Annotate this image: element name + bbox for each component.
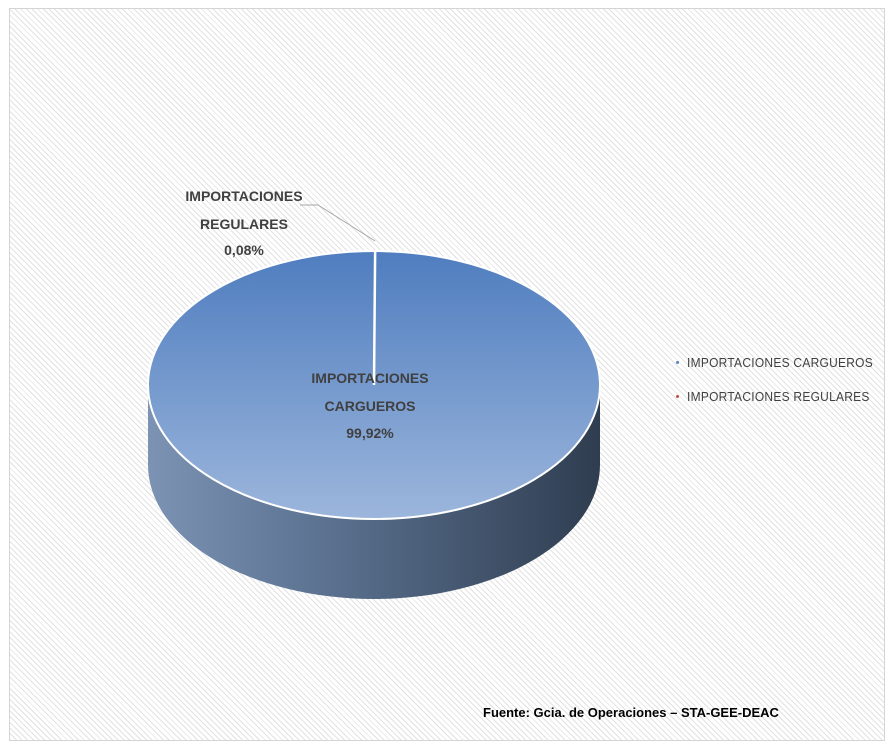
legend-item-cargueros[interactable]: IMPORTACIONES CARGUEROS (676, 350, 889, 374)
legend-label-regulares: IMPORTACIONES REGULARES (687, 388, 870, 404)
legend-swatch-regulares (676, 394, 679, 398)
pie-side-wall (148, 385, 600, 599)
data-label-regulares-line2: REGULARES (200, 216, 288, 232)
legend: IMPORTACIONES CARGUEROS IMPORTACIONES RE… (676, 350, 889, 418)
data-label-regulares-line1: IMPORTACIONES (185, 188, 302, 204)
legend-swatch-cargueros (676, 360, 679, 364)
leader-line (300, 204, 376, 242)
data-label-cargueros-line2: CARGUEROS (324, 398, 415, 414)
pie-slice-regulares (372, 250, 377, 386)
legend-item-regulares[interactable]: IMPORTACIONES REGULARES (676, 384, 889, 408)
source-note: Fuente: Gcia. de Operaciones – STA-GEE-D… (483, 705, 779, 720)
legend-label-cargueros: IMPORTACIONES CARGUEROS (687, 354, 873, 370)
data-label-cargueros-line1: IMPORTACIONES (311, 370, 428, 386)
data-label-cargueros-value: 99,92% (346, 425, 394, 441)
data-label-regulares-value: 0,08% (224, 242, 264, 258)
